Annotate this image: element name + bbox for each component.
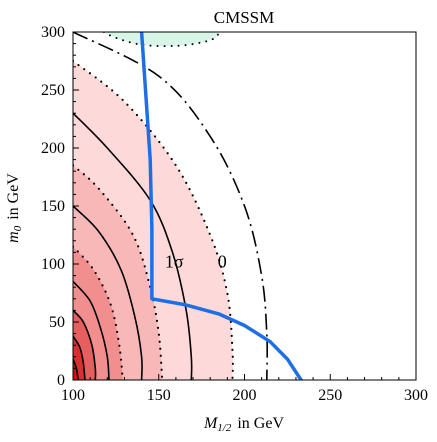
contour-label: 1σ: [165, 251, 184, 271]
y-axis-title: m0 in GeV: [5, 173, 24, 243]
x-axis-symbol: M: [203, 415, 219, 432]
y-tick-label: 200: [41, 140, 65, 157]
contour-labels: 1σ 0: [165, 251, 227, 271]
x-axis-subscript: 1/2: [217, 422, 232, 434]
excluded-region-fill: [103, 32, 219, 47]
y-tick-label: 100: [41, 256, 65, 273]
y-axis-subscript: 0: [12, 225, 24, 231]
contour-1--line: [73, 59, 234, 380]
y-tick-label: 250: [41, 82, 65, 99]
x-axis-ticks: 100 150 200 250 300: [61, 374, 428, 404]
x-axis-title: M1/2 in GeV: [203, 415, 284, 434]
y-tick-label: 50: [49, 314, 65, 331]
excluded-region-edge: [102, 32, 220, 48]
y-axis-symbol: m: [5, 231, 22, 243]
y-axis-ticks: 0 50 100 150 200 250 300: [41, 24, 79, 389]
contour-lines: [73, 32, 268, 380]
contour-c6-line: [73, 245, 124, 380]
x-tick-label: 100: [61, 387, 85, 404]
y-tick-label: 150: [41, 198, 65, 215]
x-tick-label: 200: [233, 387, 257, 404]
x-tick-label: 300: [404, 387, 428, 404]
blue-boundary-line: [139, 32, 303, 380]
y-axis-unit: in GeV: [5, 173, 22, 220]
excluded-region-layer: [102, 32, 220, 48]
contour-c9-line: [73, 335, 86, 380]
x-tick-label: 250: [318, 387, 342, 404]
contour-c5-line: [73, 205, 143, 380]
contour-c7-line: [73, 280, 110, 380]
chart-title: CMSSM: [214, 8, 274, 27]
contour-label: 0: [218, 251, 227, 271]
y-tick-label: 0: [57, 372, 65, 389]
boundary-line-layer: [139, 32, 303, 380]
x-tick-label: 150: [147, 387, 171, 404]
contour-c3-line: [73, 112, 193, 380]
plot-area: [73, 32, 303, 380]
y-tick-label: 300: [41, 24, 65, 41]
x-axis-unit: in GeV: [237, 415, 284, 432]
contour-c10-line: [73, 358, 79, 380]
contour-c8-line: [73, 309, 97, 380]
contour-0-line: [73, 32, 268, 380]
